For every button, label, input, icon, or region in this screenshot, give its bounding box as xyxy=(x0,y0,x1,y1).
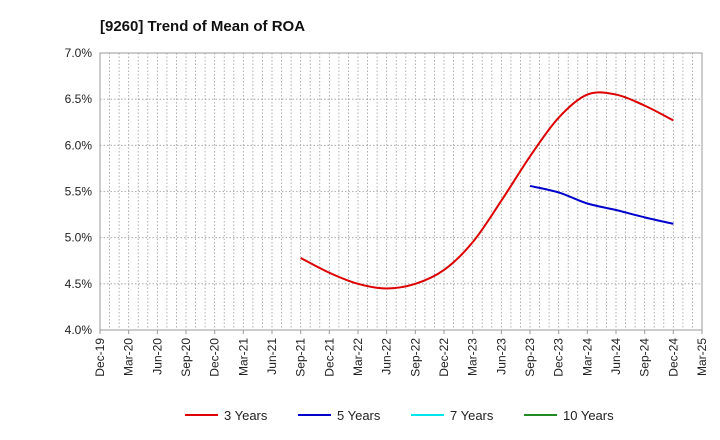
x-tick-label: Dec-23 xyxy=(552,338,566,377)
x-tick-label: Dec-24 xyxy=(666,338,680,377)
legend-label-3-years: 3 Years xyxy=(224,408,268,423)
series-line-5-years xyxy=(529,184,674,225)
x-tick-label: Mar-22 xyxy=(351,338,365,376)
x-tick-label: Sep-24 xyxy=(638,338,652,377)
x-tick-label: Jun-23 xyxy=(494,338,508,375)
y-tick-label: 5.5% xyxy=(65,185,93,199)
x-tick-label: Sep-21 xyxy=(294,338,308,377)
x-tick-label: Mar-24 xyxy=(580,338,594,376)
legend-label-7-years: 7 Years xyxy=(450,408,494,423)
x-tick-label: Dec-19 xyxy=(93,338,107,377)
x-tick-label: Dec-22 xyxy=(437,338,451,377)
y-tick-label: 5.0% xyxy=(65,231,93,245)
y-tick-label: 4.5% xyxy=(65,277,93,291)
series-line-3-years xyxy=(300,91,674,290)
x-tick-label: Dec-20 xyxy=(208,338,222,377)
x-tick-label: Jun-21 xyxy=(265,338,279,375)
legend: 3 Years 5 Years 7 Years 10 Years xyxy=(185,408,614,423)
y-tick-label: 6.0% xyxy=(65,138,93,152)
x-tick-label: Sep-20 xyxy=(179,338,193,377)
plot-area xyxy=(99,52,703,331)
x-tick-label: Sep-23 xyxy=(523,338,537,377)
x-tick-label: Dec-21 xyxy=(322,338,336,377)
x-tick-label: Jun-22 xyxy=(380,338,394,375)
x-tick-label: Jun-20 xyxy=(150,338,164,375)
series-lines xyxy=(300,91,674,290)
axes: 4.0% 4.5% 5.0% 5.5% 6.0% 6.5% 7.0% Dec-19 Mar-20… xyxy=(65,46,709,377)
grid-lines xyxy=(100,53,702,330)
legend-label-5-years: 5 Years xyxy=(337,408,381,423)
y-tick-label: 6.5% xyxy=(65,92,93,106)
x-tick-label: Jun-24 xyxy=(609,338,623,375)
chart-title: [9260] Trend of Mean of ROA xyxy=(100,18,305,35)
y-tick-label: 7.0% xyxy=(65,46,93,60)
x-tick-label: Sep-22 xyxy=(408,338,422,377)
x-tick-label: Mar-23 xyxy=(466,338,480,376)
x-tick-label: Mar-25 xyxy=(695,338,709,376)
x-tick-label: Mar-21 xyxy=(236,338,250,376)
y-tick-label: 4.0% xyxy=(65,323,93,337)
x-tick-label: Mar-20 xyxy=(122,338,136,376)
legend-label-10-years: 10 Years xyxy=(563,408,614,423)
